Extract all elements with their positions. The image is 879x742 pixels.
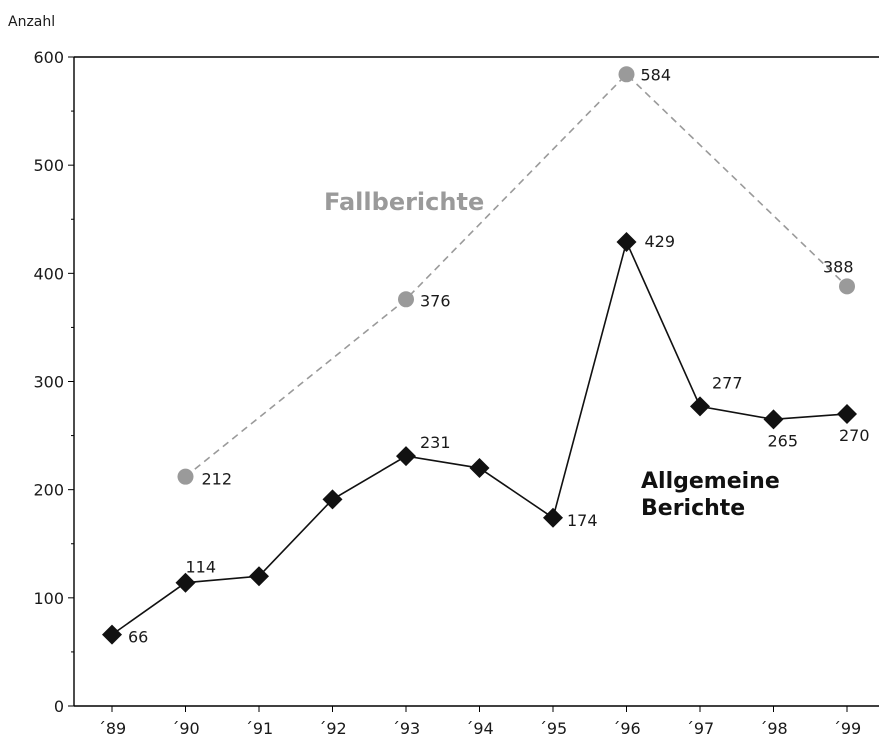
x-tick-label: ´92 <box>318 719 346 738</box>
series-label-allgemeine-line-1: Allgemeine <box>641 469 780 494</box>
data-label: 270 <box>839 426 870 445</box>
data-point-diamond <box>763 409 784 430</box>
data-point-diamond <box>322 489 343 510</box>
data-point-diamond <box>396 446 416 467</box>
y-tick-label: 200 <box>33 481 64 500</box>
data-label: 584 <box>641 65 672 84</box>
y-tick-label: 500 <box>33 156 64 175</box>
data-point-diamond <box>249 566 269 587</box>
x-tick-label: ´94 <box>465 719 493 738</box>
data-label: 277 <box>712 373 743 392</box>
data-point-diamond <box>616 231 637 252</box>
data-label: 66 <box>128 628 148 647</box>
data-label: 376 <box>420 291 451 310</box>
x-tick-label: ´95 <box>539 719 567 738</box>
data-label: 429 <box>645 232 676 251</box>
x-tick-label: ´91 <box>245 719 273 738</box>
data-point-diamond <box>102 624 122 645</box>
x-tick-label: ´93 <box>392 719 420 738</box>
data-point-diamond <box>469 458 490 479</box>
data-point-circle <box>839 278 855 295</box>
y-tick-label: 100 <box>33 589 64 608</box>
y-tick-label: 400 <box>33 264 64 283</box>
x-tick-label: ´98 <box>759 719 787 738</box>
data-point-circle <box>398 291 414 308</box>
data-point-diamond <box>543 507 563 528</box>
series-layer: 212 376 584 388 66 114 231 174 429 277 265 270 <box>102 65 870 647</box>
x-tick-label: ´89 <box>98 719 126 738</box>
y-axis-label: Anzahl <box>8 14 55 30</box>
data-label: 174 <box>567 511 598 530</box>
data-label: 114 <box>186 558 217 577</box>
data-point-diamond <box>690 396 710 417</box>
data-point-circle <box>177 468 194 485</box>
series-line-1 <box>184 73 848 478</box>
x-tick-label: ´97 <box>686 719 714 738</box>
series-label-allgemeine-line-2: Berichte <box>641 496 745 521</box>
data-point-diamond <box>175 572 196 593</box>
data-label: 212 <box>202 470 233 489</box>
data-point-diamond <box>837 403 857 424</box>
series-label-allgemeine: Allgemeine Berichte <box>641 469 787 521</box>
axes: 0 100 200 300 400 500 600 ´89 ´90 ´91 ´92 ´93 ´94 ´95… <box>33 48 879 738</box>
data-label: 265 <box>768 431 799 450</box>
x-tick-label: ´96 <box>612 719 640 738</box>
y-tick-label: 600 <box>33 48 64 67</box>
y-tick-label: 0 <box>54 697 64 716</box>
y-tick-label: 300 <box>33 373 64 392</box>
series-line-0 <box>111 239 848 636</box>
data-label: 231 <box>420 433 451 452</box>
series-label-fallberichte: Fallberichte <box>324 188 484 216</box>
data-point-circle <box>618 66 635 83</box>
x-tick-label: ´90 <box>171 719 199 738</box>
data-label: 388 <box>823 257 854 276</box>
x-tick-label: ´99 <box>833 719 861 738</box>
